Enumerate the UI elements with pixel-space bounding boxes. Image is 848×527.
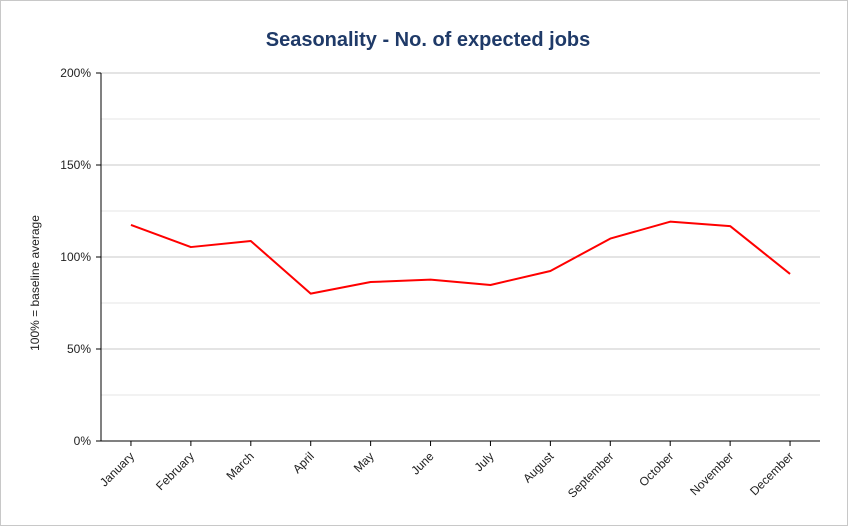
x-tick-label: September [565, 449, 616, 500]
x-tick-label: November [687, 449, 736, 498]
series-line [131, 222, 790, 294]
x-tick-label: October [636, 449, 676, 489]
chart-title: Seasonality - No. of expected jobs [266, 29, 591, 51]
x-tick-label: August [520, 449, 557, 486]
y-tick-label: 150% [60, 158, 91, 172]
y-tick-label: 50% [67, 342, 91, 356]
y-tick-label: 100% [60, 250, 91, 264]
x-tick-label: May [351, 449, 377, 475]
y-tick-label: 0% [74, 434, 92, 448]
y-tick-label: 200% [60, 66, 91, 80]
x-tick-label: March [223, 449, 256, 482]
x-tick-label: February [153, 449, 197, 493]
x-tick-label: January [97, 449, 137, 489]
x-tick-label: December [747, 449, 796, 498]
x-tick-label: April [290, 449, 317, 476]
x-tick-label: June [408, 449, 437, 478]
x-tick-label: July [472, 449, 497, 474]
y-axis-label: 100% = baseline average [28, 215, 42, 351]
